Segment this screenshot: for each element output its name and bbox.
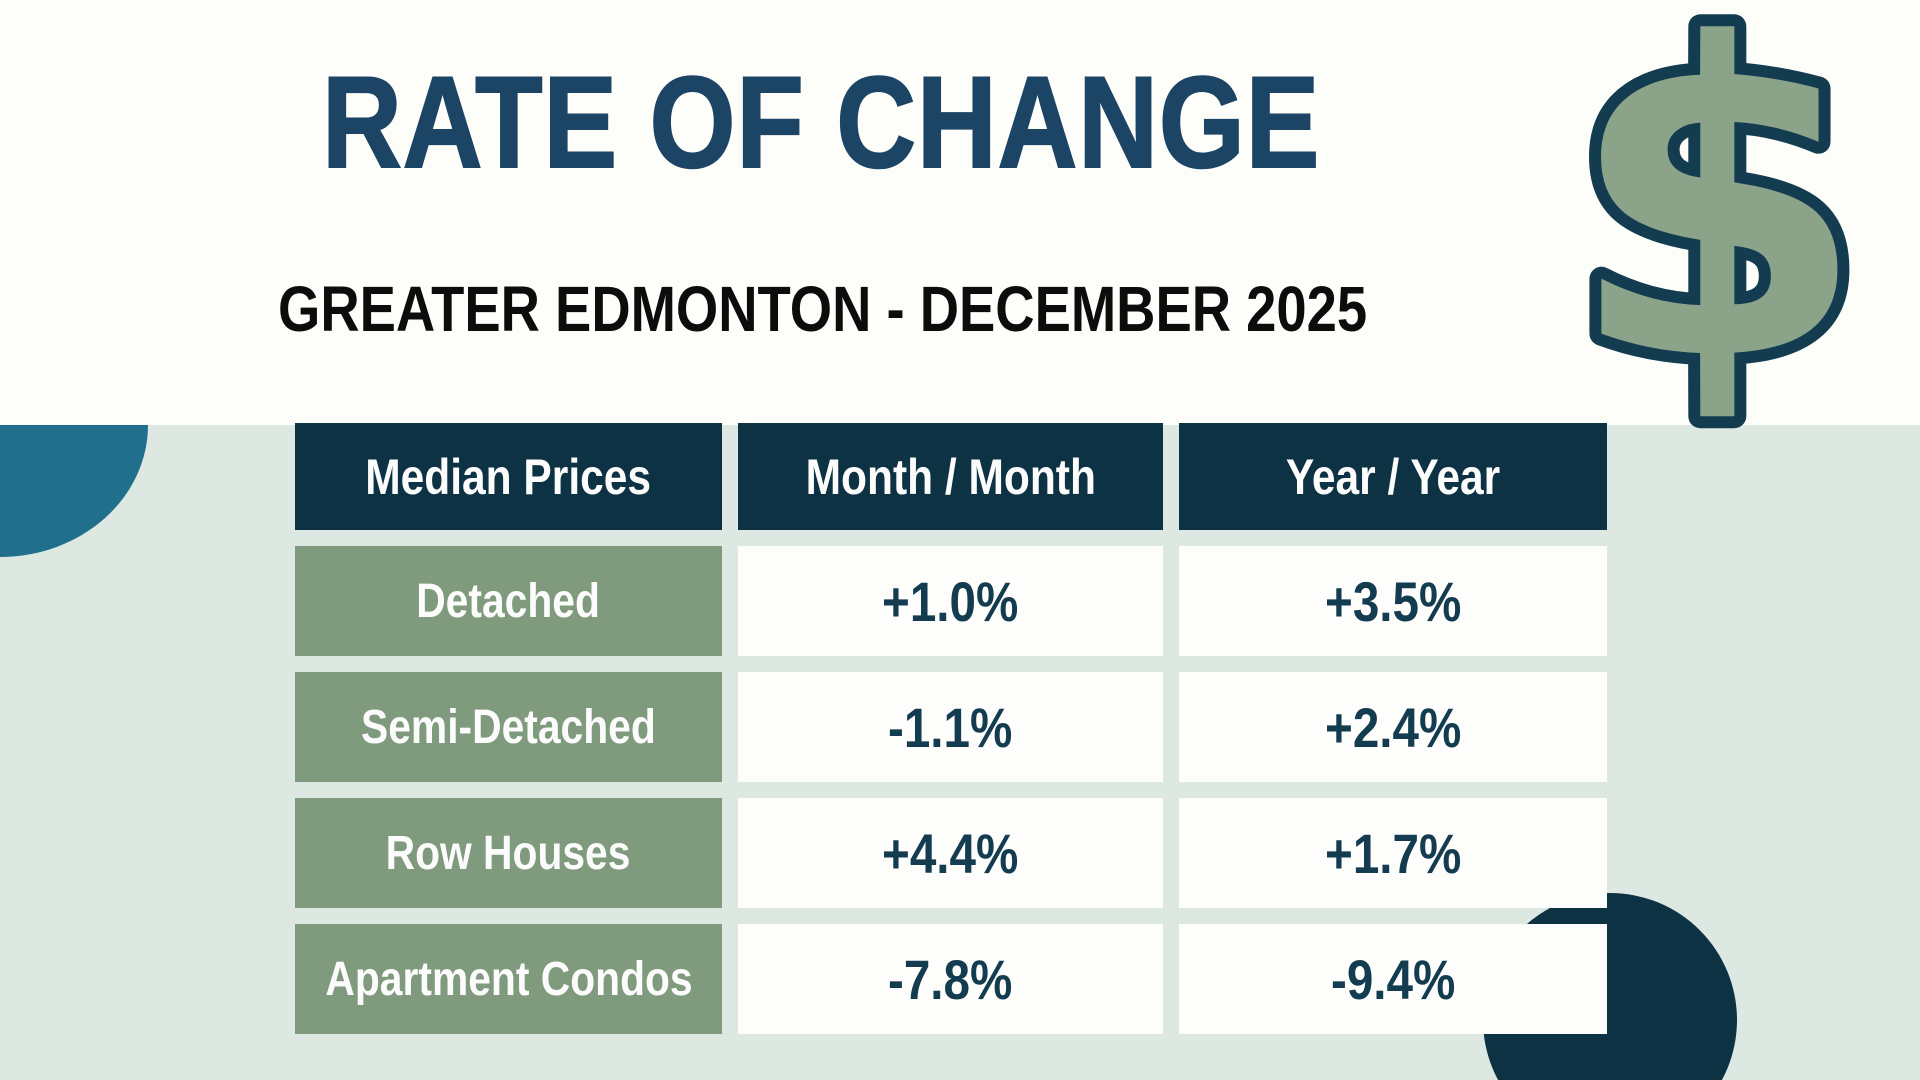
row-label-text: Semi-Detached [361,700,656,754]
dollar-glyph: $ [1567,0,1866,455]
column-header-year-year: Year / Year [1179,423,1607,530]
row-label-semi-detached: Semi-Detached [295,672,722,782]
column-header-label: Month / Month [805,448,1096,505]
value-detached-yoy: +3.5% [1179,546,1607,656]
row-label-row-houses: Row Houses [295,798,722,908]
value-text: -7.8% [888,947,1013,1011]
value-semi-detached-yoy: +2.4% [1179,672,1607,782]
value-text: -1.1% [888,695,1013,759]
value-text: +1.7% [1324,821,1462,885]
value-text: +2.4% [1324,695,1462,759]
value-text: -9.4% [1330,947,1456,1011]
value-row-houses-mom: +4.4% [738,798,1163,908]
row-label-text: Detached [416,574,601,628]
column-header-label: Year / Year [1285,448,1501,505]
page-subtitle: GREATER EDMONTON - DECEMBER 2025 [278,273,1368,345]
rate-of-change-table: Median Prices Month / Month Year / Year … [295,423,1607,1034]
value-detached-mom: +1.0% [738,546,1163,656]
column-header-label: Median Prices [365,448,652,505]
row-label-text: Row Houses [386,826,631,880]
row-label-apartment-condos: Apartment Condos [295,924,722,1034]
value-text: +4.4% [882,821,1019,885]
page-title: RATE OF CHANGE [321,49,1321,195]
top-white-band [0,0,1920,425]
value-apartment-condos-yoy: -9.4% [1179,924,1607,1034]
value-apartment-condos-mom: -7.8% [738,924,1163,1034]
value-text: +1.0% [882,569,1019,633]
value-row-houses-yoy: +1.7% [1179,798,1607,908]
value-text: +3.5% [1324,569,1462,633]
dollar-sign-icon: $ [1555,0,1878,467]
column-header-month-month: Month / Month [738,423,1163,530]
row-label-text: Apartment Condos [324,952,693,1006]
value-semi-detached-mom: -1.1% [738,672,1163,782]
column-header-median-prices: Median Prices [295,423,722,530]
row-label-detached: Detached [295,546,722,656]
